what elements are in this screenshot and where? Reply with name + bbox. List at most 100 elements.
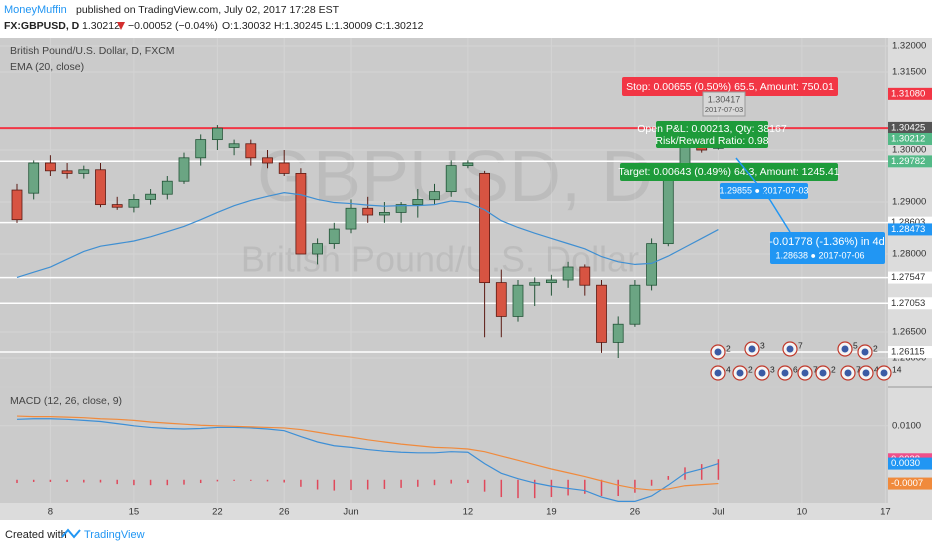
axis-tag-label: 1.31080 <box>891 88 925 99</box>
event-count: 3 <box>770 364 775 374</box>
x-tick-label: 26 <box>630 507 641 518</box>
axis-tag <box>888 87 932 100</box>
candle-body <box>161 180 173 195</box>
histogram-bar <box>567 479 569 496</box>
candle-body <box>95 169 106 206</box>
histogram-bar <box>49 479 52 482</box>
histogram-bar <box>634 479 636 493</box>
x-tick-label: 15 <box>129 507 140 518</box>
author: MoneyMuffin <box>4 4 67 16</box>
histogram-bar <box>250 479 252 481</box>
candle-body <box>495 282 507 317</box>
axis-tag-label: 1.28473 <box>891 224 925 235</box>
pane-title: British Pound/U.S. Dollar, D, FXCM <box>10 45 175 57</box>
histogram-bar <box>266 479 269 482</box>
candle-body <box>195 139 207 159</box>
x-tick-label: 19 <box>546 507 557 518</box>
histogram-bar <box>400 479 402 488</box>
brand[interactable]: TradingView <box>84 529 145 541</box>
candle-body <box>295 173 307 255</box>
candle-body <box>211 127 223 141</box>
x-tick-label: 8 <box>48 507 53 518</box>
candle-body <box>11 189 23 221</box>
histogram-bar <box>116 479 118 485</box>
macd-line <box>16 418 719 502</box>
candle-body <box>245 143 257 159</box>
axis-tag <box>888 121 932 134</box>
change: −0.00052 (−0.04%) <box>128 20 218 32</box>
x-tick-label: Jul <box>712 507 724 518</box>
axis-tag <box>888 346 932 359</box>
y-tick-label: 1.29000 <box>892 197 926 208</box>
stop-text: Stop: 0.00655 (0.50%) 65.5, Amount: 750.… <box>626 81 834 93</box>
last-price: 1.30212 <box>82 20 120 32</box>
candle-body <box>462 162 474 167</box>
histogram-bar <box>433 479 436 486</box>
candle-body <box>262 157 273 164</box>
footer: Created with TradingView <box>5 528 145 541</box>
ratio-text: Risk/Reward Ratio: 0.98 <box>655 135 768 147</box>
candle-body <box>596 284 607 343</box>
candle-body <box>429 191 440 200</box>
histogram-bar <box>700 464 703 480</box>
event-flag <box>781 369 789 377</box>
y-tick-label: 1.30000 <box>892 145 926 156</box>
axis-tag <box>888 297 932 310</box>
candle-body <box>45 162 56 172</box>
macd-title: MACD (12, 26, close, 9) <box>10 395 122 407</box>
created-with: Created with <box>5 529 67 541</box>
histogram-bar <box>199 479 202 484</box>
event-flag <box>844 369 852 377</box>
indicator-title: EMA (20, close) <box>10 61 84 73</box>
histogram-bar <box>483 479 486 492</box>
axis-tag-label: 1.27547 <box>891 272 925 283</box>
axis-tag-label: 1.30425 <box>891 122 925 133</box>
event-count: 7 <box>813 364 818 374</box>
candle-body <box>562 266 574 281</box>
histogram-bar <box>233 479 235 481</box>
time-axis <box>0 503 932 520</box>
y-tick-label: 1.26500 <box>892 327 926 338</box>
event-flag <box>862 369 870 377</box>
histogram-bar <box>617 479 619 496</box>
histogram-bar <box>500 479 503 498</box>
x-tick-label: 22 <box>212 507 223 518</box>
event-flag <box>861 348 869 356</box>
event-count: 4 <box>726 364 731 374</box>
candle-body <box>178 157 190 182</box>
histogram-bar <box>333 479 336 491</box>
axis-tag-label: -0.0007 <box>891 478 923 489</box>
axis-tag <box>888 271 932 284</box>
candle-body <box>412 199 424 206</box>
event-flag <box>758 369 766 377</box>
histogram-bar <box>66 479 68 482</box>
macd-pane <box>0 388 888 503</box>
histogram-bar <box>316 479 319 490</box>
event-count: 7 <box>856 364 861 374</box>
range-text: -0.01778 (-1.36%) in 4d <box>769 236 885 248</box>
histogram-bar <box>383 479 386 489</box>
event-count: 3 <box>760 340 765 350</box>
candle-body <box>445 165 457 193</box>
event-count: 7 <box>798 340 803 350</box>
candle-body <box>395 204 407 213</box>
event-flag <box>714 348 722 356</box>
down-arrow <box>117 22 125 30</box>
candle-body <box>28 162 40 194</box>
event-count: 2 <box>748 364 753 374</box>
histogram-bar <box>216 479 219 482</box>
histogram-bar <box>32 479 35 482</box>
header: MoneyMuffin published on TradingView.com… <box>4 4 424 407</box>
axis-tag-label: 1.28603 <box>891 217 925 228</box>
axis-tag <box>888 155 932 168</box>
entry-date: 2017-07-03 <box>705 105 743 114</box>
y-tick-label: 1.28000 <box>892 249 926 260</box>
candle-body <box>78 169 90 174</box>
y-tick-label: 1.31500 <box>892 67 926 78</box>
point-text: 1.29855 ● 2017-07-03 <box>719 185 808 195</box>
axis-tag <box>888 132 932 145</box>
event-count: 2 <box>873 343 878 353</box>
target-text: Target: 0.00643 (0.49%) 64.3, Amount: 12… <box>618 166 839 178</box>
projection-arrow <box>735 157 791 233</box>
